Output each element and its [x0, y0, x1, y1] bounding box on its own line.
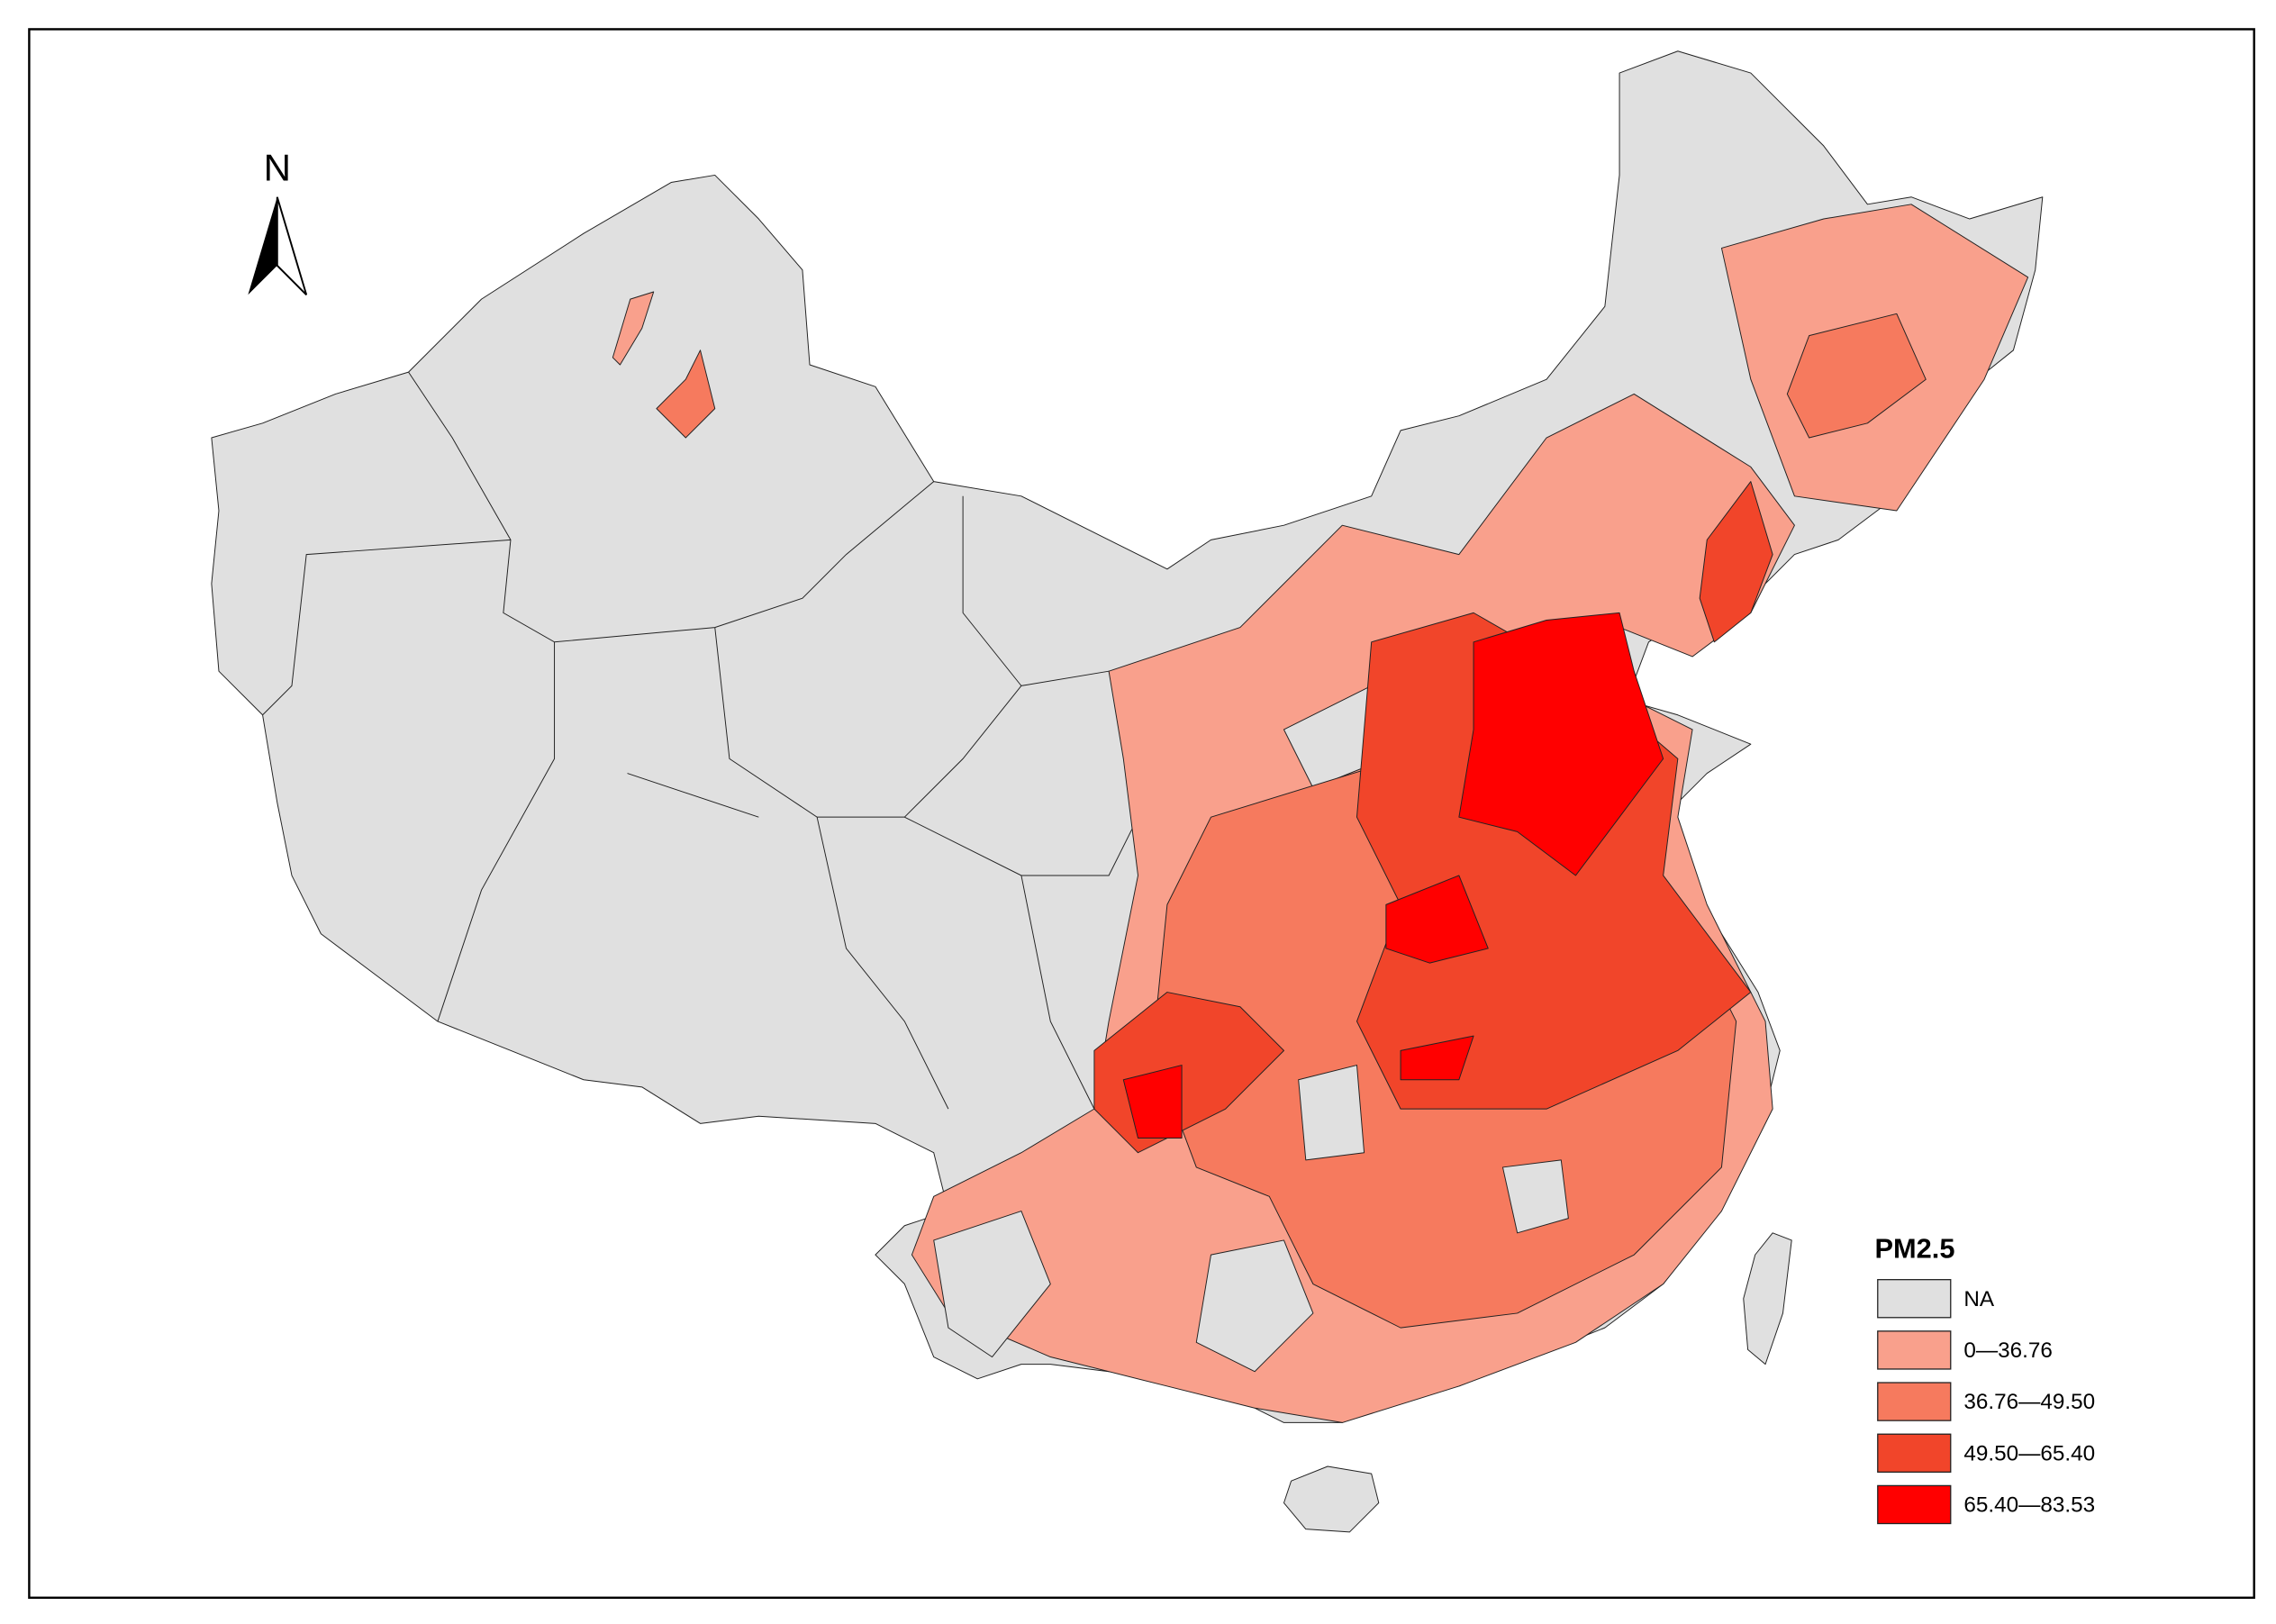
- legend-swatch: [1877, 1330, 1952, 1370]
- legend-label: 65.40—83.53: [1963, 1492, 2095, 1517]
- north-arrow-right: [276, 196, 308, 295]
- legend-label: 49.50—65.40: [1963, 1441, 2095, 1465]
- legend-label: 0—36.76: [1963, 1338, 2053, 1363]
- north-label: N: [264, 147, 291, 189]
- legend-label: NA: [1963, 1287, 1995, 1311]
- region: [1501, 1159, 1569, 1234]
- legend: NA 0—36.76 36.76—49.50 49.50—65.40 65.40—83.…: [1877, 1279, 2095, 1525]
- region: [1385, 875, 1489, 964]
- legend-swatch: [1877, 1484, 1952, 1525]
- province-border: [262, 371, 1138, 1110]
- region: [933, 1211, 1051, 1358]
- hainan: [1283, 1465, 1380, 1533]
- region: [656, 349, 716, 439]
- region: [612, 291, 655, 366]
- region: [1699, 481, 1773, 643]
- legend-label: 36.76—49.50: [1963, 1390, 2095, 1414]
- region: [1195, 1239, 1314, 1373]
- legend-title: PM2.5: [1875, 1232, 1955, 1264]
- region: [1298, 1065, 1365, 1161]
- legend-swatch: [1877, 1279, 1952, 1319]
- legend-swatch: [1877, 1433, 1952, 1473]
- taiwan: [1743, 1232, 1792, 1365]
- region: [1122, 1065, 1183, 1139]
- region: [1458, 612, 1664, 876]
- region: [1786, 313, 1927, 439]
- region: [1400, 1035, 1474, 1081]
- legend-swatch: [1877, 1382, 1952, 1421]
